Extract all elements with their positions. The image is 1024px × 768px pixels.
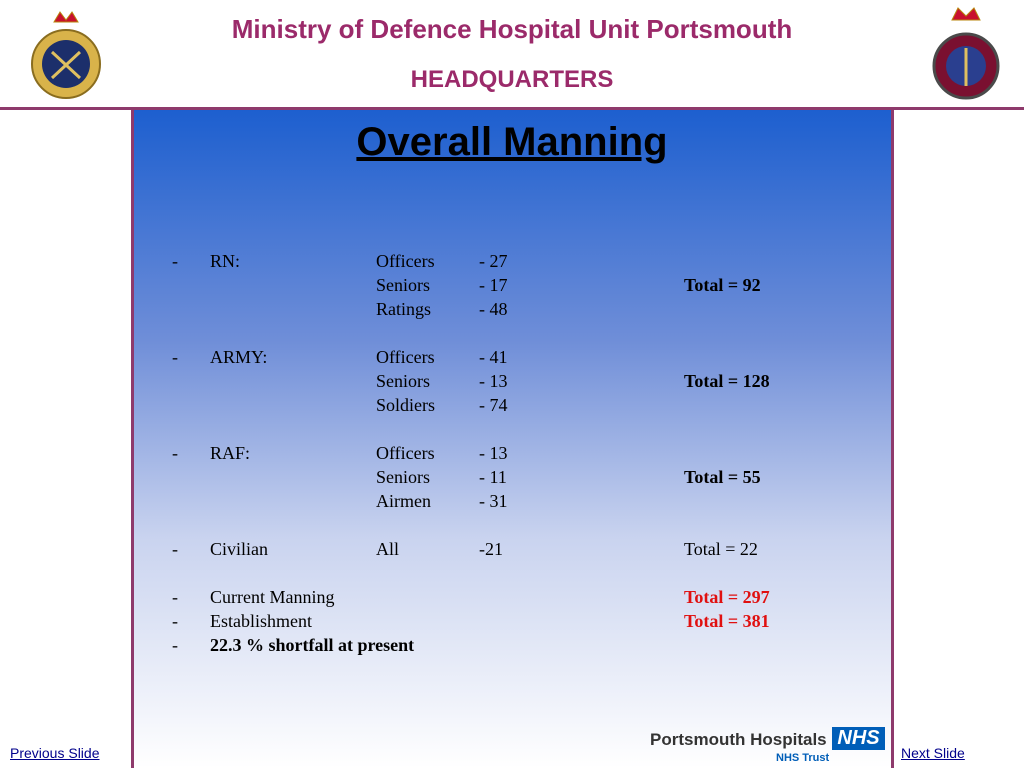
row-role: Seniors	[376, 275, 430, 295]
row-bullet: -	[172, 587, 178, 607]
row-count: - 13	[479, 371, 508, 391]
left-crest	[31, 11, 101, 99]
header-subtitle: HEADQUARTERS	[410, 66, 614, 93]
row-role: Officers	[376, 443, 435, 463]
row-count: - 27	[479, 251, 508, 271]
row-count: -21	[479, 539, 503, 559]
row-role: Seniors	[376, 467, 430, 487]
hospital-logo-text: Portsmouth Hospitals	[650, 730, 827, 749]
row-role: All	[376, 539, 400, 559]
previous-slide-link[interactable]: Previous Slide	[10, 745, 100, 761]
row-role: Seniors	[376, 371, 430, 391]
row-count: - 17	[479, 275, 508, 295]
row-total: Total = 381	[684, 611, 770, 631]
row-bullet: -	[172, 347, 178, 367]
row-total: Total = 55	[684, 467, 761, 487]
row-label: Current Manning	[210, 587, 335, 607]
slide-panel	[131, 110, 894, 768]
nhs-trust-text: NHS Trust	[776, 752, 830, 764]
row-role: Officers	[376, 251, 435, 271]
row-count: - 41	[479, 347, 508, 367]
nhs-logo: NHS	[832, 727, 885, 750]
row-count: - 13	[479, 443, 508, 463]
row-count: - 31	[479, 491, 508, 511]
next-slide-link[interactable]: Next Slide	[901, 745, 965, 761]
row-total: Total = 92	[684, 275, 761, 295]
row-count: - 74	[479, 395, 508, 415]
slide-title: Overall Manning	[356, 120, 668, 164]
row-count: - 48	[479, 299, 508, 319]
row-role: Soldiers	[376, 395, 436, 415]
right-crest	[932, 7, 1000, 100]
row-label: 22.3 % shortfall at present	[210, 635, 415, 655]
row-role: Ratings	[376, 299, 432, 319]
row-bullet: -	[172, 443, 178, 463]
row-bullet: -	[172, 635, 178, 655]
row-total: Total = 22	[684, 539, 758, 559]
row-bullet: -	[172, 251, 178, 271]
header-rule	[0, 107, 1024, 110]
row-bullet: -	[172, 539, 178, 559]
row-label: ARMY:	[210, 347, 268, 367]
row-label: RAF:	[210, 443, 251, 463]
row-label: Civilian	[210, 539, 268, 559]
row-label: RN:	[210, 251, 241, 271]
row-label: Establishment	[210, 611, 312, 631]
header-title: Ministry of Defence Hospital Unit Portsm…	[231, 14, 793, 44]
row-total: Total = 297	[684, 587, 770, 607]
row-total: Total = 128	[684, 371, 770, 391]
row-role: Officers	[376, 347, 435, 367]
row-role: Airmen	[376, 491, 431, 511]
row-count: - 11	[479, 467, 507, 487]
row-bullet: -	[172, 611, 178, 631]
